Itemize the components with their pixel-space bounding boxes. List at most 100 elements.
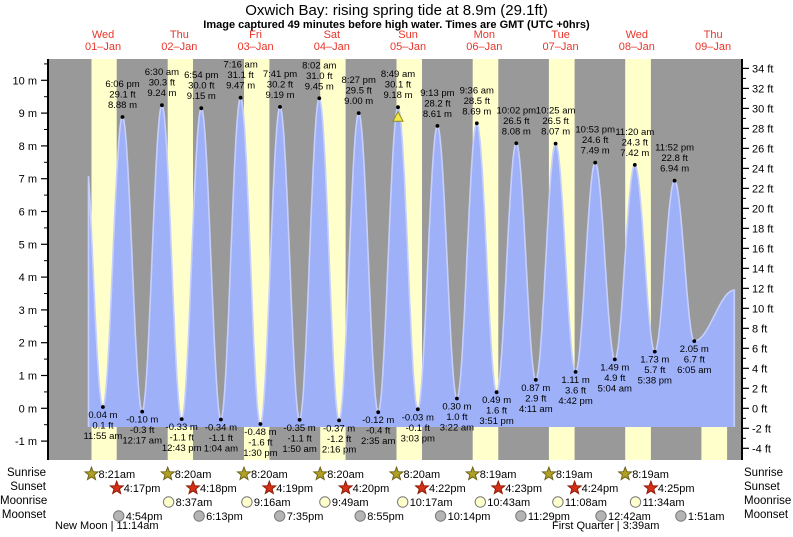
- sunrise-icon: [83, 465, 100, 481]
- high-tide-label: 11:20 am: [615, 127, 654, 138]
- tide-extreme-dot: [101, 405, 105, 409]
- low-tide-label: 11:55 am: [83, 431, 122, 442]
- low-tide-label: 0.1 ft: [92, 421, 113, 432]
- sunset-row-label-left: Sunset: [10, 481, 46, 493]
- low-tide-label: -0.3 ft: [130, 425, 155, 436]
- day-header-date: 08–Jan: [618, 40, 655, 53]
- low-tide-label: 1.11 m: [561, 375, 589, 386]
- sunrise-row-label-right: Sunrise: [744, 467, 783, 479]
- almanac-time: 8:20am: [175, 469, 212, 481]
- day-header: Sat 04–Jan: [297, 29, 367, 53]
- almanac-time: 4:19pm: [276, 483, 313, 495]
- low-tide-label: 2:35 am: [361, 436, 395, 447]
- low-tide-label: 12:43 pm: [162, 443, 202, 454]
- low-tide-label: 3.6 ft: [565, 385, 586, 396]
- almanac-time: 9:49am: [332, 497, 369, 509]
- low-tide-label: -0.37 m: [323, 423, 355, 434]
- high-tide-label: 8.07 m: [541, 127, 570, 138]
- high-tide-label: 31.1 ft: [227, 70, 254, 81]
- tide-extreme-dot: [652, 349, 657, 354]
- low-tide-label: 0.30 m: [442, 402, 471, 413]
- left-axis-tick-label: -1 m: [15, 436, 37, 448]
- low-tide-label: 1.49 m: [600, 362, 629, 373]
- day-header-date: 05–Jan: [390, 40, 427, 53]
- moon-phase-new-moon: New Moon | 11:14am: [55, 520, 159, 532]
- tide-extreme-dot: [179, 417, 184, 421]
- day-header: Tue 07–Jan: [526, 29, 596, 53]
- almanac-time: 8:21am: [99, 469, 136, 481]
- high-tide-label: 31.0 ft: [306, 71, 333, 82]
- sunrise-icon: [464, 465, 481, 481]
- day-header: Thu 02–Jan: [144, 29, 214, 53]
- moonrise-icon: [474, 496, 486, 508]
- almanac-time: 6:13pm: [206, 511, 243, 523]
- almanac-time: 10:17am: [410, 497, 453, 509]
- high-tide-label: 6:06 pm: [105, 79, 139, 90]
- moonset-icon: [595, 510, 607, 522]
- low-tide-label: 1.0 ft: [446, 412, 467, 423]
- almanac-time: 11:34am: [643, 497, 685, 509]
- almanac-time: 8:55pm: [367, 511, 404, 523]
- day-header-dow: Thu: [703, 29, 723, 41]
- left-axis-tick-label: 1 m: [19, 371, 37, 383]
- almanac-time: 4:18pm: [200, 483, 237, 495]
- right-axis-tick-label: 34 ft: [752, 63, 773, 75]
- almanac-time: 8:20am: [327, 469, 364, 481]
- low-tide-label: -0.10 m: [126, 415, 158, 426]
- low-tide-label: 5.7 ft: [644, 365, 665, 376]
- high-tide-label: 9.47 m: [226, 81, 255, 92]
- right-axis-tick-label: 22 ft: [752, 183, 773, 195]
- day-header-dow: Wed: [625, 29, 649, 41]
- high-tide-label: 9.18 m: [383, 90, 412, 101]
- high-tide-label: 26.5 ft: [542, 116, 569, 127]
- low-tide-label: -1.1 ft: [287, 433, 312, 444]
- right-axis-tick-label: 18 ft: [752, 223, 773, 235]
- left-axis-tick-label: 8 m: [19, 141, 37, 153]
- right-axis-tick-label: 24 ft: [752, 163, 773, 175]
- day-header-date: 09–Jan: [695, 40, 732, 53]
- moonset-icon: [354, 510, 366, 522]
- high-tide-label: 29.1 ft: [109, 90, 136, 101]
- almanac-time: 4:22pm: [429, 483, 466, 495]
- low-tide-label: -1.2 ft: [327, 434, 352, 445]
- current-time-marker-icon: [392, 110, 404, 122]
- low-tide-label: -0.35 m: [283, 423, 315, 434]
- right-axis-tick-label: 12 ft: [752, 283, 773, 295]
- moonrise-icon: [241, 496, 253, 508]
- low-tide-label: 3:22 am: [440, 423, 474, 434]
- low-tide-label: 0.87 m: [521, 383, 550, 394]
- tide-extreme-dot: [533, 377, 538, 382]
- high-tide-label: 30.1 ft: [385, 80, 412, 91]
- high-tide-label: 28.5 ft: [464, 96, 491, 107]
- low-tide-label: -0.03 m: [402, 412, 434, 423]
- right-axis-tick-label: 14 ft: [752, 263, 773, 275]
- left-axis-tick-label: 5 m: [19, 239, 37, 251]
- almanac-time: 9:16am: [254, 497, 291, 509]
- low-tide-label: 2.05 m: [680, 344, 709, 355]
- tide-extreme-dot: [219, 417, 223, 422]
- day-header-dow: Thu: [169, 29, 189, 41]
- almanac-time: 11:08am: [565, 497, 607, 509]
- low-tide-label: 1:04 am: [204, 444, 238, 455]
- low-tide-label: 5:04 am: [598, 383, 632, 394]
- low-tide-label: -0.1 ft: [406, 423, 431, 434]
- day-header-date: 02–Jan: [161, 40, 198, 53]
- right-axis-tick-label: 0 ft: [752, 403, 767, 415]
- day-header-date: 01–Jan: [85, 40, 122, 53]
- right-axis-tick-label: 6 ft: [752, 343, 767, 355]
- high-tide-label: 29.5 ft: [345, 86, 372, 97]
- low-tide-label: 1:30 pm: [243, 448, 277, 459]
- low-tide-label: 2.9 ft: [525, 393, 546, 404]
- low-tide-label: 1.73 m: [640, 355, 669, 366]
- high-tide-label: 24.3 ft: [622, 137, 649, 148]
- tide-extreme-dot: [455, 396, 459, 401]
- low-tide-label: 1.6 ft: [486, 406, 507, 417]
- left-axis-tick-label: 3 m: [19, 305, 37, 317]
- high-tide-label: 30.3 ft: [149, 78, 176, 89]
- high-tide-label: 9.19 m: [265, 90, 294, 101]
- high-tide-label: 10:25 am: [536, 106, 576, 117]
- high-tide-label: 8:49 am: [381, 69, 415, 80]
- low-tide-label: -0.12 m: [362, 415, 394, 426]
- day-header-dow: Sun: [398, 29, 418, 41]
